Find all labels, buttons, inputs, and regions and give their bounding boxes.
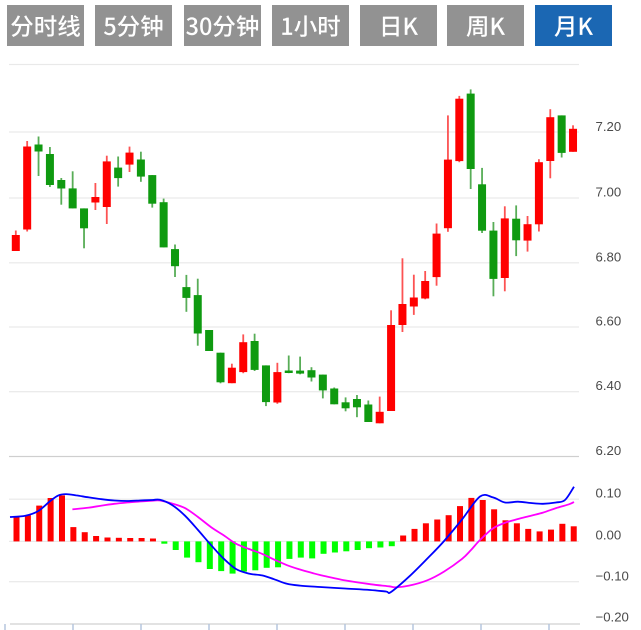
svg-text:7.00: 7.00	[596, 185, 622, 200]
svg-text:6.60: 6.60	[596, 314, 622, 329]
svg-text:6.20: 6.20	[596, 443, 622, 458]
svg-text:−0.20: −0.20	[596, 609, 629, 624]
svg-text:6.80: 6.80	[596, 249, 622, 264]
svg-text:0.10: 0.10	[596, 486, 622, 501]
svg-text:6.40: 6.40	[596, 378, 622, 393]
svg-text:7.20: 7.20	[596, 119, 622, 134]
svg-text:−0.10: −0.10	[596, 569, 629, 584]
svg-text:0.00: 0.00	[596, 528, 622, 543]
